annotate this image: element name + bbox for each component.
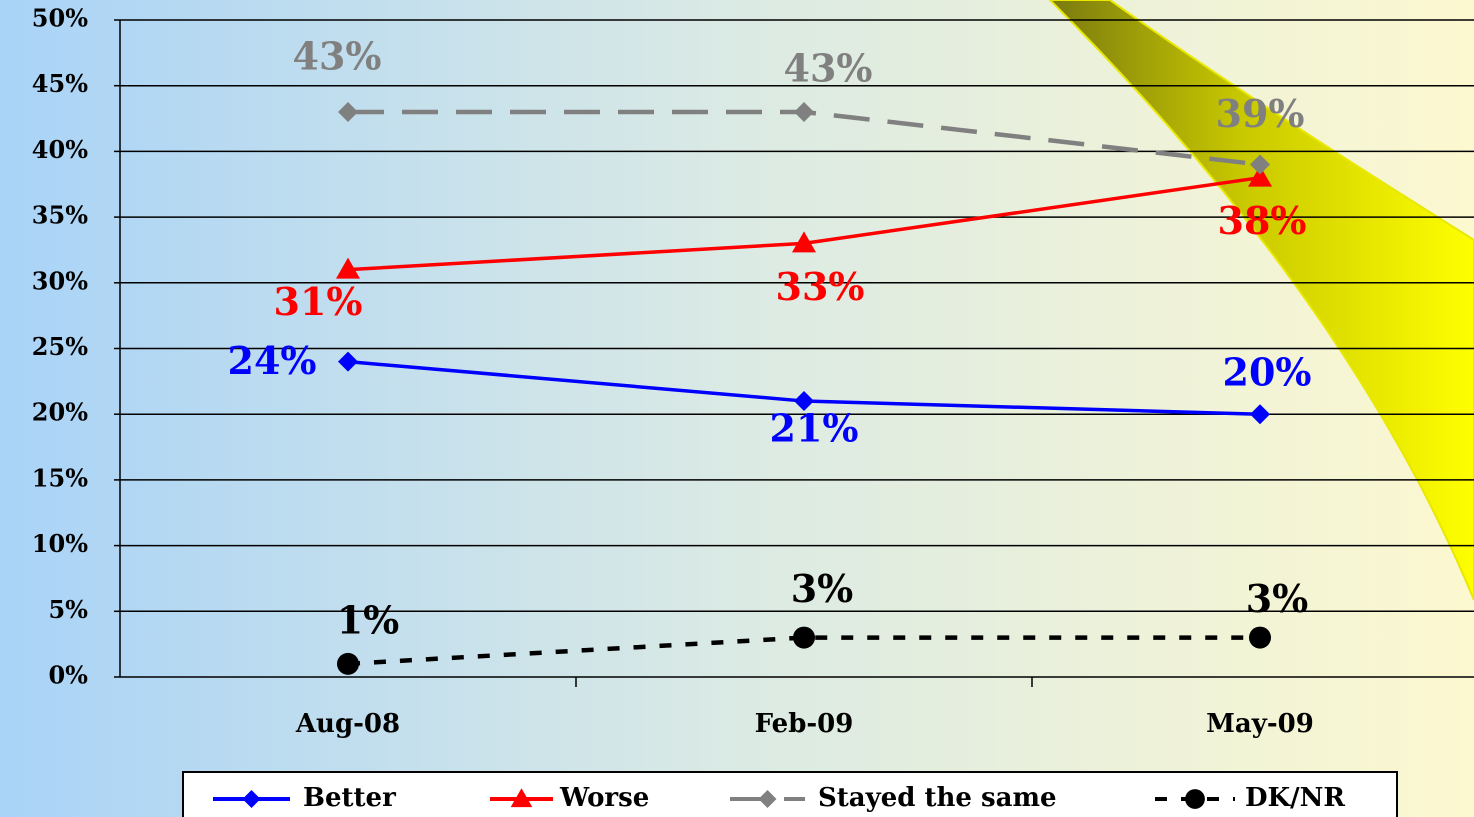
marker: [1250, 154, 1270, 175]
data-label: 1%: [337, 597, 400, 642]
data-label: 38%: [1218, 198, 1307, 243]
data-label: 31%: [274, 279, 363, 324]
data-label: 3%: [791, 566, 854, 611]
x-tick-label: May-09: [1206, 709, 1314, 739]
y-tick-label: 35%: [32, 201, 88, 230]
decoration: [1048, 0, 1474, 601]
legend-label: Stayed the same: [818, 783, 1057, 813]
marker: [242, 790, 261, 808]
legend: [182, 771, 1398, 817]
marker: [510, 788, 533, 808]
data-label: 20%: [1223, 350, 1312, 395]
y-tick-label: 10%: [32, 529, 88, 558]
y-tick-label: 45%: [32, 69, 88, 98]
x-tick-label: Feb-09: [755, 709, 854, 739]
x-tick-label: Aug-08: [295, 709, 400, 739]
marker: [1248, 165, 1272, 187]
data-label: 3%: [1246, 576, 1309, 621]
marker: [338, 351, 358, 372]
data-label: 39%: [1216, 91, 1305, 136]
data-label: 24%: [228, 338, 317, 383]
marker: [758, 790, 777, 808]
y-tick-label: 0%: [48, 661, 88, 690]
series-line: [347, 635, 1260, 667]
y-tick-label: 5%: [48, 595, 88, 624]
data-label: 33%: [776, 264, 865, 309]
marker: [338, 101, 358, 122]
marker: [1185, 789, 1205, 809]
y-tick-label: 40%: [32, 135, 88, 164]
y-tick-label: 30%: [32, 266, 88, 295]
marker: [337, 652, 359, 675]
legend-label: Better: [303, 783, 396, 813]
marker: [794, 101, 814, 122]
y-tick-label: 50%: [32, 4, 88, 33]
legend-label: Worse: [559, 783, 649, 813]
marker: [794, 391, 814, 412]
y-tick-label: 25%: [32, 332, 88, 361]
marker: [1249, 626, 1271, 649]
y-tick-label: 20%: [32, 398, 88, 427]
data-label: 21%: [770, 406, 859, 451]
legend-items: Better Worse Stayed the same DK/NR: [213, 783, 1345, 813]
marker: [1250, 404, 1270, 425]
plot: 0% 5% 10% 15% 20% 25% 30% 35% 40% 45% 50% Aug-08 Feb…: [32, 4, 1474, 739]
marker: [336, 257, 360, 279]
y-tick-label: 15%: [32, 463, 88, 492]
marker: [792, 231, 816, 253]
marker: [793, 626, 815, 649]
data-label: 43%: [784, 45, 873, 90]
legend-label: DK/NR: [1245, 783, 1345, 813]
data-label: 43%: [293, 33, 382, 78]
